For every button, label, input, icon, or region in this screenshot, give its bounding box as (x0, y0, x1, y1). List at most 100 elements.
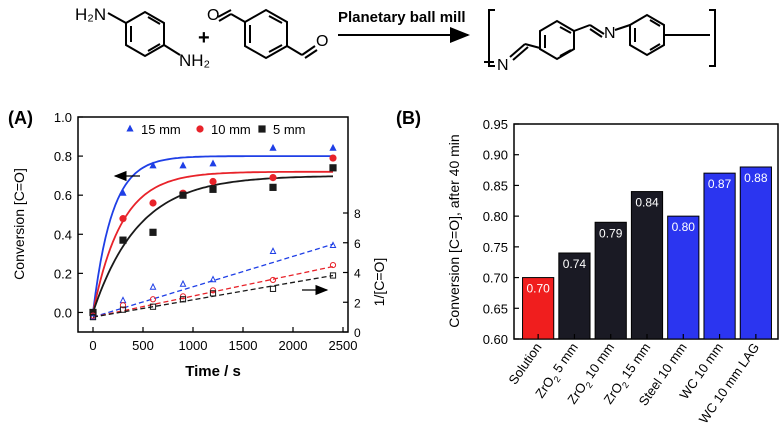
x-tick-label: 0 (89, 338, 96, 353)
data-point (149, 282, 157, 290)
bar-value-label: 0.87 (708, 177, 732, 191)
data-point (329, 154, 337, 162)
x-axis-title-a: Time / s (185, 363, 241, 380)
data-point (149, 228, 157, 236)
data-point (209, 159, 217, 167)
data-point (119, 302, 127, 309)
data-point (179, 191, 187, 199)
x-tick-label: 2000 (279, 338, 308, 353)
legend-label: 5 mm (273, 122, 306, 137)
data-points (89, 143, 337, 317)
bar (703, 172, 736, 340)
data-point (329, 272, 337, 279)
data-point (269, 143, 277, 151)
x-tick-label: 1500 (229, 338, 258, 353)
plot-frame-a (77, 116, 349, 333)
bar-value-label: 0.74 (563, 257, 587, 271)
inverse-fit-line (92, 265, 334, 318)
y-tick-label: 0.75 (483, 240, 508, 255)
y2-tick-label: 4 (354, 267, 361, 281)
data-point (209, 177, 217, 186)
y-tick-label: 0.90 (483, 148, 508, 163)
oxygen-right: O (316, 33, 328, 50)
inverse-fit-lines (92, 243, 334, 318)
y-tick-label: 0.8 (54, 149, 72, 164)
y-tick-label: 0.85 (483, 178, 508, 193)
data-point (209, 290, 217, 297)
fit-curve (92, 170, 333, 313)
fit-curve (92, 175, 334, 313)
data-point (179, 296, 187, 303)
data-point (119, 188, 127, 196)
inverse-data-points (89, 241, 337, 321)
y-tick-label: 0.6 (54, 188, 72, 203)
y-tick-label: 0.2 (54, 266, 72, 281)
imine-n-right: N (604, 25, 616, 42)
y-tick-label: 0.95 (483, 117, 508, 132)
y-axis-title-a: Conversion [C=O] (11, 168, 27, 280)
y2-tick-label: 0 (354, 326, 361, 340)
data-point (269, 183, 277, 191)
legend-a: 15 mm 10 mm 5 mm (126, 122, 306, 137)
x-tick-label: 2500 (329, 338, 358, 353)
bar (667, 215, 700, 340)
data-point (269, 276, 277, 284)
bar-value-label: 0.80 (672, 220, 696, 234)
x-axis-ticks-a: 0 500 1000 1500 2000 2500 (89, 327, 357, 353)
y-axis-title-b: Conversion [C=O], after 40 min (446, 134, 462, 327)
data-point (89, 314, 97, 321)
y-tick-label: 0.4 (54, 227, 72, 242)
oxygen-left: O (207, 7, 219, 24)
conversion-kinetics-chart: (A) 0.0 0.2 0.4 0.6 0.8 1.0 0 500 1000 1500 2000 2… (8, 108, 387, 380)
data-point (119, 236, 127, 244)
y-axis-ticks-a: 0.0 0.2 0.4 0.6 0.8 1.0 (54, 110, 83, 320)
y2-tick-label: 2 (354, 296, 361, 310)
y-tick-label: 0.65 (483, 301, 508, 316)
data-point (179, 161, 187, 169)
bars: 0.70 0.74 0.79 0.84 0.80 0.87 0.88 (522, 166, 772, 340)
data-point (89, 312, 97, 320)
y2-axis-ticks-a: 0 2 4 6 8 (343, 207, 361, 340)
conversion-bar-chart: (B) 0.60 0.65 0.70 0.75 0.80 0.85 0.90 0.95 0.7… (396, 108, 779, 426)
inverse-fit-line (92, 243, 334, 318)
terephthalaldehyde-structure (217, 8, 318, 60)
data-point (329, 261, 337, 269)
data-point (149, 296, 157, 303)
y-axis-ticks-b: 0.60 0.65 0.70 0.75 0.80 0.85 0.90 0.95 (483, 117, 519, 347)
bar (558, 252, 591, 340)
x-tick-label: 1000 (179, 338, 208, 353)
bar (594, 221, 627, 340)
y-tick-label: 0.0 (54, 305, 72, 320)
imine-n-left: N (497, 57, 509, 74)
data-point (269, 247, 277, 254)
data-point (119, 296, 127, 304)
plus-sign: + (198, 27, 210, 49)
data-point (119, 215, 127, 223)
data-point (149, 161, 157, 169)
data-point (126, 124, 134, 132)
bar-value-label: 0.88 (744, 171, 768, 185)
panel-b-label: (B) (396, 108, 421, 128)
y2-axis-title-a: 1/[C=O] (371, 258, 387, 307)
y2-tick-label: 6 (354, 237, 361, 251)
x-tick-label: 500 (132, 338, 154, 353)
bar (739, 166, 772, 340)
data-point (149, 199, 157, 207)
data-point (329, 164, 337, 172)
legend-label: 10 mm (211, 122, 251, 137)
data-point (269, 285, 277, 292)
reaction-scheme: H₂N NH₂ + O O Planetary ball mill (75, 5, 716, 74)
data-point (89, 308, 97, 317)
data-point (269, 173, 277, 182)
data-point (179, 279, 187, 287)
data-point (119, 306, 127, 313)
amine-bottom-label: NH₂ (179, 51, 210, 70)
bar-value-label: 0.70 (526, 282, 550, 296)
y-tick-label: 0.60 (483, 332, 508, 347)
y-tick-label: 0.70 (483, 271, 508, 286)
arrow-label: Planetary ball mill (338, 9, 466, 26)
data-point (329, 143, 337, 151)
category-label: Solution (505, 340, 544, 387)
